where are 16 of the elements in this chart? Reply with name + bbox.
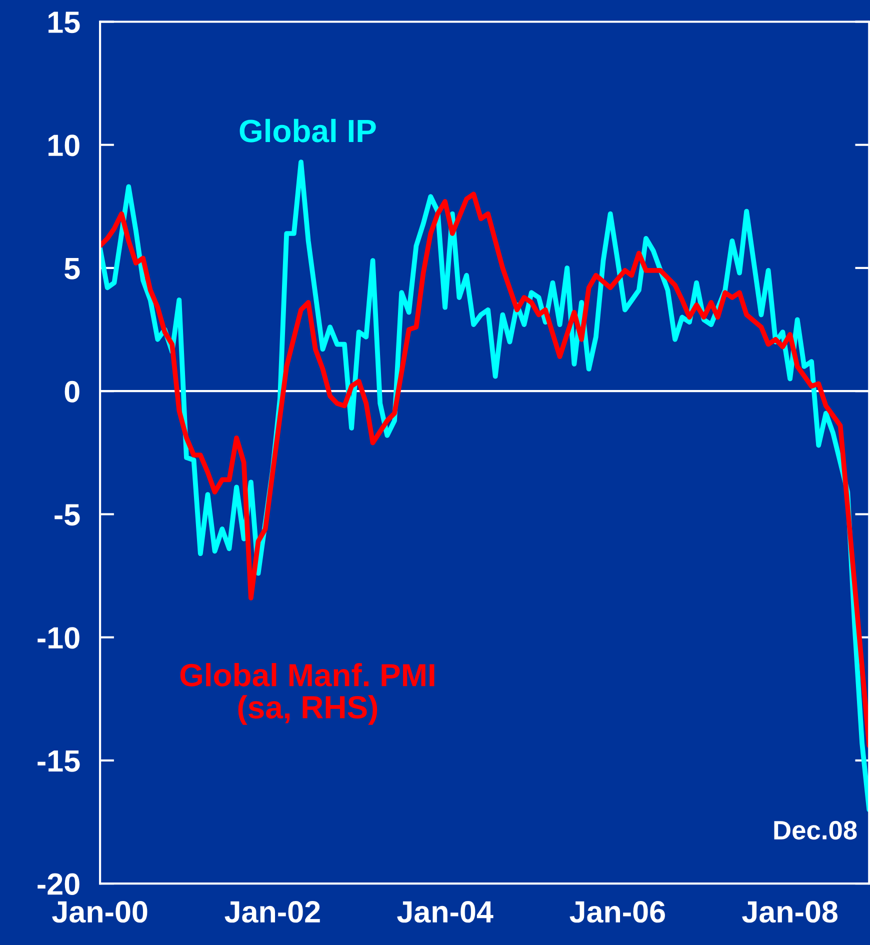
text: Global Manf. PMI (sa, RHS) xyxy=(180,663,434,725)
x-tick-label: Jan-00 xyxy=(52,901,148,923)
y-tick-label: 15 xyxy=(48,12,80,34)
annotation: Dec.08 xyxy=(774,820,857,840)
x-tick-label: Jan-08 xyxy=(742,901,838,923)
x-tick-label: Jan-06 xyxy=(570,901,665,923)
y-tick-label: -10 xyxy=(38,627,80,649)
y-tick-label: 5 xyxy=(64,258,80,280)
y-tick-label: -5 xyxy=(54,504,80,526)
x-tick-label: Jan-02 xyxy=(224,901,320,923)
y-tick-label: -20 xyxy=(38,873,80,895)
y-tick-label: -15 xyxy=(38,750,80,772)
series-label: Global IP xyxy=(240,118,376,142)
y-tick-label: 0 xyxy=(64,380,80,402)
y-tick-label: 10 xyxy=(48,134,80,156)
x-tick-label: Jan-04 xyxy=(397,901,494,923)
